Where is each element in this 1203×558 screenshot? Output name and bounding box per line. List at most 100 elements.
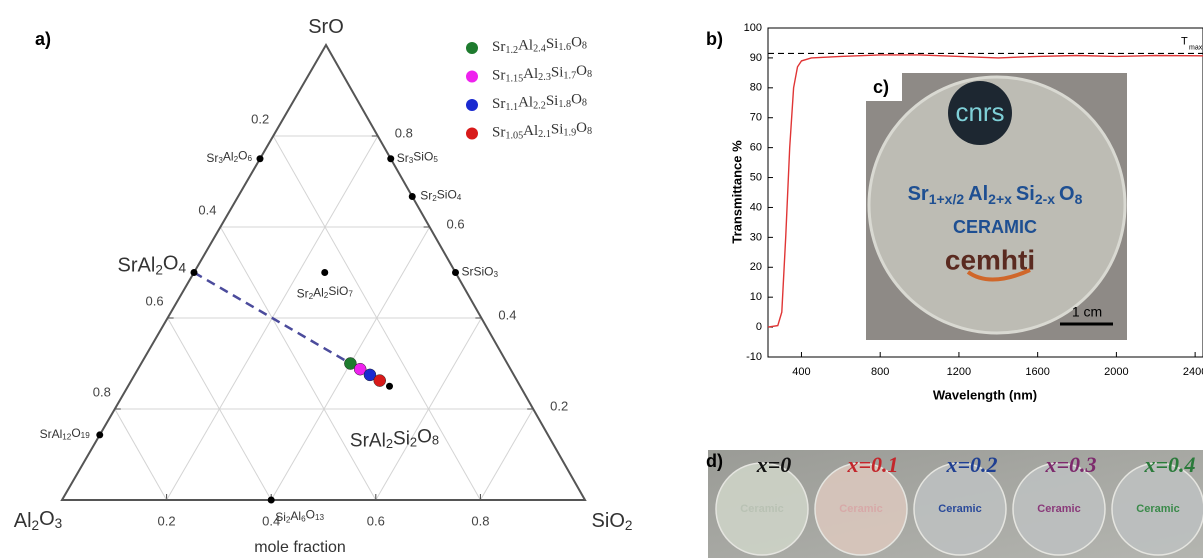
y-axis-label: Transmittance % (729, 140, 744, 244)
compound-label: SrAl2O4 (118, 253, 187, 277)
x-axis-label: Wavelength (nm) (933, 387, 1037, 402)
tick-label: 0.6 (367, 513, 385, 528)
sample-point (353, 362, 367, 376)
compound-point (190, 269, 198, 276)
logo-text: cemhti (945, 244, 1035, 275)
vertex-label: SiO2 (592, 510, 633, 532)
axis-label: mole fraction (254, 539, 346, 556)
compound-point (452, 269, 459, 276)
formula-subscript: 8 (1075, 191, 1083, 207)
sample-disc (814, 462, 908, 556)
logo-text: cnrs (955, 97, 1004, 127)
sample-label: x=0.2 (945, 452, 997, 477)
tick-label: 0.4 (262, 513, 280, 528)
y-tick-label: 50 (750, 171, 762, 183)
scale-label: 1 cm (1072, 304, 1102, 320)
compound-label: Sr2SiO4 (420, 188, 462, 204)
compound-label: Sr3SiO5 (397, 150, 439, 166)
compound-label: SrAl2Si2O8 (350, 427, 439, 452)
legend-label: Sr1.05Al2.1Si1.9O8 (492, 121, 592, 142)
formula-element: O (1059, 183, 1075, 205)
reference-subscript: max (1189, 44, 1203, 51)
panel-label: a) (35, 29, 51, 49)
vertex-label: Al2O3 (14, 508, 62, 532)
compound-label: Sr3Al2O6 (206, 149, 252, 166)
tick-label: 0.2 (251, 111, 269, 126)
compound-label: SrAl12O19 (40, 426, 91, 442)
transmittance-line (767, 54, 1203, 328)
formula-element: Sr (908, 183, 929, 205)
tick-label: 0.6 (146, 293, 164, 308)
compound-point (96, 431, 104, 439)
y-tick-label: 90 (750, 52, 762, 64)
panel-label: c) (873, 77, 889, 97)
legend-marker (466, 127, 478, 140)
compound-point (408, 193, 416, 201)
compound-label: SrSiO3 (462, 265, 499, 279)
y-tick-label: 70 (750, 112, 762, 124)
x-tick-label: 2400 (1183, 366, 1203, 378)
y-tick-label: 20 (750, 261, 762, 273)
sample-disc (715, 462, 809, 556)
legend-label: Sr1.2Al2.4Si1.6O8 (492, 35, 587, 56)
grid-line (479, 408, 534, 501)
compound-point (321, 269, 329, 276)
logo-swoosh (966, 268, 1031, 282)
formula-subscript: 2+x (988, 191, 1012, 207)
grid-line (219, 226, 377, 501)
panel-label: b) (706, 29, 723, 49)
ceramic-disc (867, 75, 1127, 335)
legend-label: Sr1.1Al2.2Si1.8O8 (492, 92, 587, 113)
disc-text: Ceramic (938, 503, 981, 515)
formula: Sr1+x/2 Al2+x Si2-x O8 (908, 183, 1083, 206)
legend-label: Sr1.15Al2.3Si1.7O8 (492, 64, 592, 85)
legend-marker (466, 99, 478, 111)
disc-text: Ceramic (1136, 503, 1179, 515)
vertex-label: SrO (308, 16, 344, 38)
label-box (866, 73, 902, 101)
y-tick-label: 80 (750, 82, 762, 94)
ternary-plot: 0.2 0.2 0.2 0.4 0.4 0.4 0.6 0.6 0.6 0.8 0.8 0.8 SrO A… (14, 16, 633, 556)
x-tick-label: 400 (792, 366, 810, 378)
x-tick-label: 1600 (1025, 366, 1049, 378)
tick-label: 0.8 (93, 384, 111, 399)
legend-marker (466, 42, 478, 54)
tick-label: 0.4 (498, 307, 516, 322)
reference-label: T (1181, 35, 1188, 47)
y-tick-label: 30 (750, 231, 762, 243)
compound-point (387, 155, 395, 163)
x-tick-label: 2000 (1104, 366, 1128, 378)
sample-label: x=0 (756, 452, 792, 477)
tick-label: 0.4 (198, 202, 216, 217)
grid-line (114, 408, 168, 501)
subtitle: CERAMIC (953, 217, 1037, 237)
y-tick-label: 60 (750, 142, 762, 154)
sample-label: x=0.4 (1143, 452, 1195, 477)
sample-disc (913, 462, 1007, 556)
tick-label: 0.8 (395, 125, 413, 140)
tick-label: 0.2 (158, 513, 176, 528)
compound-label: Sr2Al2SiO7 (297, 284, 354, 301)
y-tick-label: 40 (750, 201, 762, 213)
grid-line (375, 317, 482, 501)
grid-line (167, 317, 272, 501)
sample-label: x=0.1 (846, 452, 898, 477)
logo-circle (948, 81, 1012, 145)
formula-subscript: 1+x/2 (929, 191, 965, 207)
sample-disc (1111, 462, 1203, 556)
compound-label: Si2Al6O13 (275, 508, 324, 525)
disc-text: Ceramic (1037, 503, 1080, 515)
sample-label: x=0.3 (1044, 452, 1096, 477)
sample-point (363, 368, 377, 382)
sample-point (373, 374, 386, 387)
y-tick-label: 10 (750, 291, 762, 303)
y-tick-label: 0 (756, 321, 762, 333)
x-tick-label: 800 (871, 366, 889, 378)
compound-point (267, 496, 275, 504)
sample-point (344, 357, 357, 370)
formula-element: Al (968, 183, 988, 205)
sample-disc (1012, 462, 1106, 556)
y-tick-label: -10 (746, 351, 762, 363)
formula-subscript: 2-x (1035, 191, 1055, 207)
